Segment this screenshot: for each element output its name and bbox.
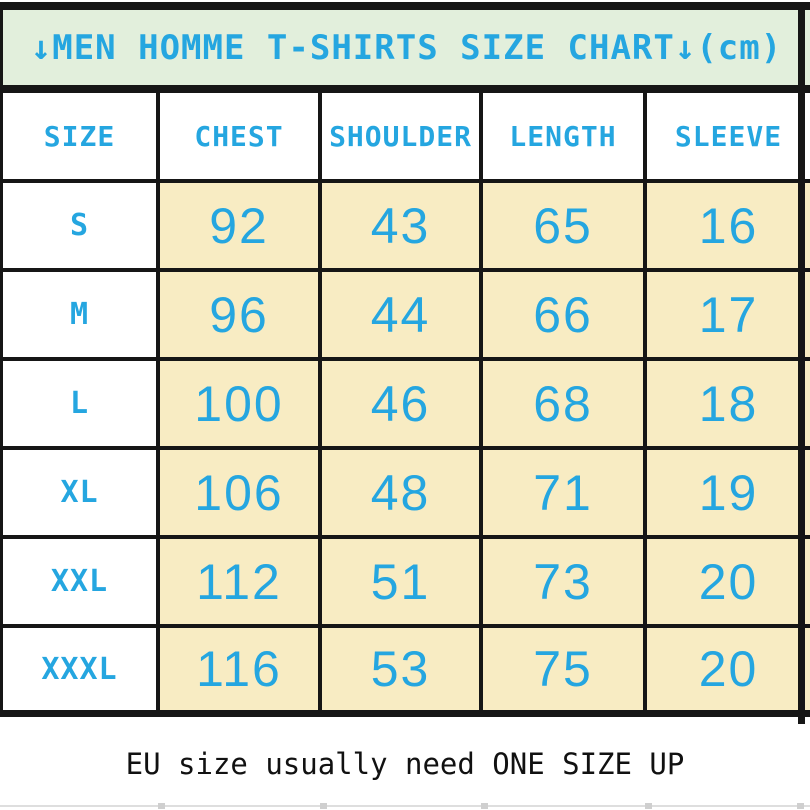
value-cell: 44	[322, 272, 483, 361]
value-cell: 112	[160, 539, 322, 628]
value-cell: 116	[160, 628, 322, 717]
footer-note: EU size usually need ONE SIZE UP	[125, 746, 685, 781]
value-cell: 75	[483, 628, 647, 717]
size-table: SIZE CHEST SHOULDER LENGTH SLEEVE S 92 43 65 16 M 9…	[0, 93, 810, 717]
cropped-next-row-tick	[320, 803, 327, 809]
size-cell: XL	[3, 450, 160, 539]
size-cell: XXL	[3, 539, 160, 628]
column-header-cell: CHEST	[160, 93, 322, 183]
value-cell: 20	[647, 539, 810, 628]
column-header-cell: SHOULDER	[322, 93, 483, 183]
column-header-cell: SLEEVE	[647, 93, 810, 183]
value-cell: 46	[322, 361, 483, 450]
value-cell: 43	[322, 183, 483, 272]
value-cell: 18	[647, 361, 810, 450]
value-cell: 16	[647, 183, 810, 272]
cropped-next-row-tick	[481, 803, 488, 809]
value-cell: 51	[322, 539, 483, 628]
value-cell: 106	[160, 450, 322, 539]
value-cell: 73	[483, 539, 647, 628]
chart-title-bar: ↓MEN HOMME T-SHIRTS SIZE CHART↓(cm)	[0, 2, 810, 93]
value-cell: 92	[160, 183, 322, 272]
size-cell: S	[3, 183, 160, 272]
value-cell: 17	[647, 272, 810, 361]
value-cell: 71	[483, 450, 647, 539]
cropped-next-row-tick	[645, 803, 652, 809]
chart-title: ↓MEN HOMME T-SHIRTS SIZE CHART↓(cm)	[30, 27, 783, 68]
value-cell: 66	[483, 272, 647, 361]
size-cell: XXXL	[3, 628, 160, 717]
value-cell: 20	[647, 628, 810, 717]
size-cell: L	[3, 361, 160, 450]
value-cell: 100	[160, 361, 322, 450]
size-cell: M	[3, 272, 160, 361]
value-cell: 48	[322, 450, 483, 539]
value-cell: 96	[160, 272, 322, 361]
footer-note-bar: EU size usually need ONE SIZE UP	[0, 724, 810, 804]
column-header-cell: LENGTH	[483, 93, 647, 183]
table-right-border	[798, 2, 805, 724]
value-cell: 65	[483, 183, 647, 272]
value-cell: 19	[647, 450, 810, 539]
column-header-cell: SIZE	[3, 93, 160, 183]
cropped-next-row-tick	[797, 803, 804, 809]
cropped-next-row-line	[0, 805, 810, 807]
value-cell: 68	[483, 361, 647, 450]
cropped-next-row-tick	[158, 803, 165, 809]
value-cell: 53	[322, 628, 483, 717]
